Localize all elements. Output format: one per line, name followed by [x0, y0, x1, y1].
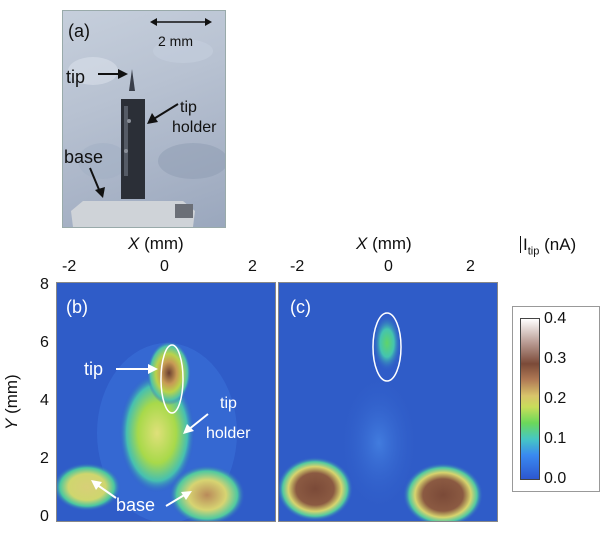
heatmap-panel-c: [278, 282, 498, 522]
colorbar-tick-04: 0.4: [544, 310, 567, 327]
x-axis-title-c: X (mm): [356, 234, 412, 253]
scale-bar: [150, 18, 212, 26]
map-tip-label: tip: [84, 359, 104, 379]
photo-holder-label-1: tip: [180, 99, 197, 116]
x-tick-c-2: 2: [466, 258, 475, 275]
x-tick-c-0: 0: [384, 258, 393, 275]
photo-holder-arrow-icon: [147, 103, 179, 124]
heatmap-b: [57, 283, 275, 521]
scale-bar-label: 2 mm: [158, 33, 193, 49]
y-tick-6: 6: [40, 334, 49, 351]
heatmap-c: [279, 283, 497, 521]
y-axis-title: Y (mm): [2, 374, 21, 430]
panel-a-label: (a): [68, 21, 90, 41]
x-tick-b-0: 0: [160, 258, 169, 275]
map-base-arrow-left-icon: [91, 480, 117, 499]
colorbar-gradient: [520, 318, 540, 480]
y-tick-4: 4: [40, 392, 49, 409]
photo-tip-arrow-icon: [98, 69, 128, 79]
photo-tip-label: tip: [66, 67, 86, 87]
map-holder-label-1: tip: [220, 395, 237, 412]
colorbar-tick-01: 0.1: [544, 430, 567, 447]
map-holder-label-2: holder: [206, 425, 251, 442]
colorbar-tick-00: 0.0: [544, 470, 567, 487]
x-tick-b-2: 2: [248, 258, 257, 275]
x-axis-title-b: X (mm): [128, 234, 184, 253]
colorbar-tick-02: 0.2: [544, 390, 567, 407]
map-base-arrow-right-icon: [165, 491, 192, 507]
photo-base-arrow-icon: [89, 167, 105, 198]
x-tick-c-neg2: -2: [290, 258, 305, 275]
panel-c-label: (c): [290, 297, 311, 317]
panel-b-label: (b): [66, 297, 88, 317]
photo-panel-a: [62, 10, 226, 228]
y-tick-2: 2: [40, 450, 49, 467]
map-base-label: base: [116, 495, 156, 515]
colorbar-title: Itip (nA): [520, 236, 576, 257]
photo-holder-label-2: holder: [172, 119, 217, 136]
heatmap-panel-b: [56, 282, 276, 522]
map-holder-arrow-icon: [183, 413, 209, 434]
y-tick-8: 8: [40, 276, 49, 293]
colorbar-tick-03: 0.3: [544, 350, 567, 367]
photo-base-label: base: [64, 147, 104, 167]
y-tick-0: 0: [40, 508, 49, 525]
map-tip-arrow-icon: [116, 364, 158, 374]
tip-assembly-photo: [68, 39, 225, 227]
tip-highlight-ellipse-c: [372, 312, 402, 382]
x-tick-b-neg2: -2: [62, 258, 77, 275]
tip-highlight-ellipse-b: [160, 344, 184, 414]
